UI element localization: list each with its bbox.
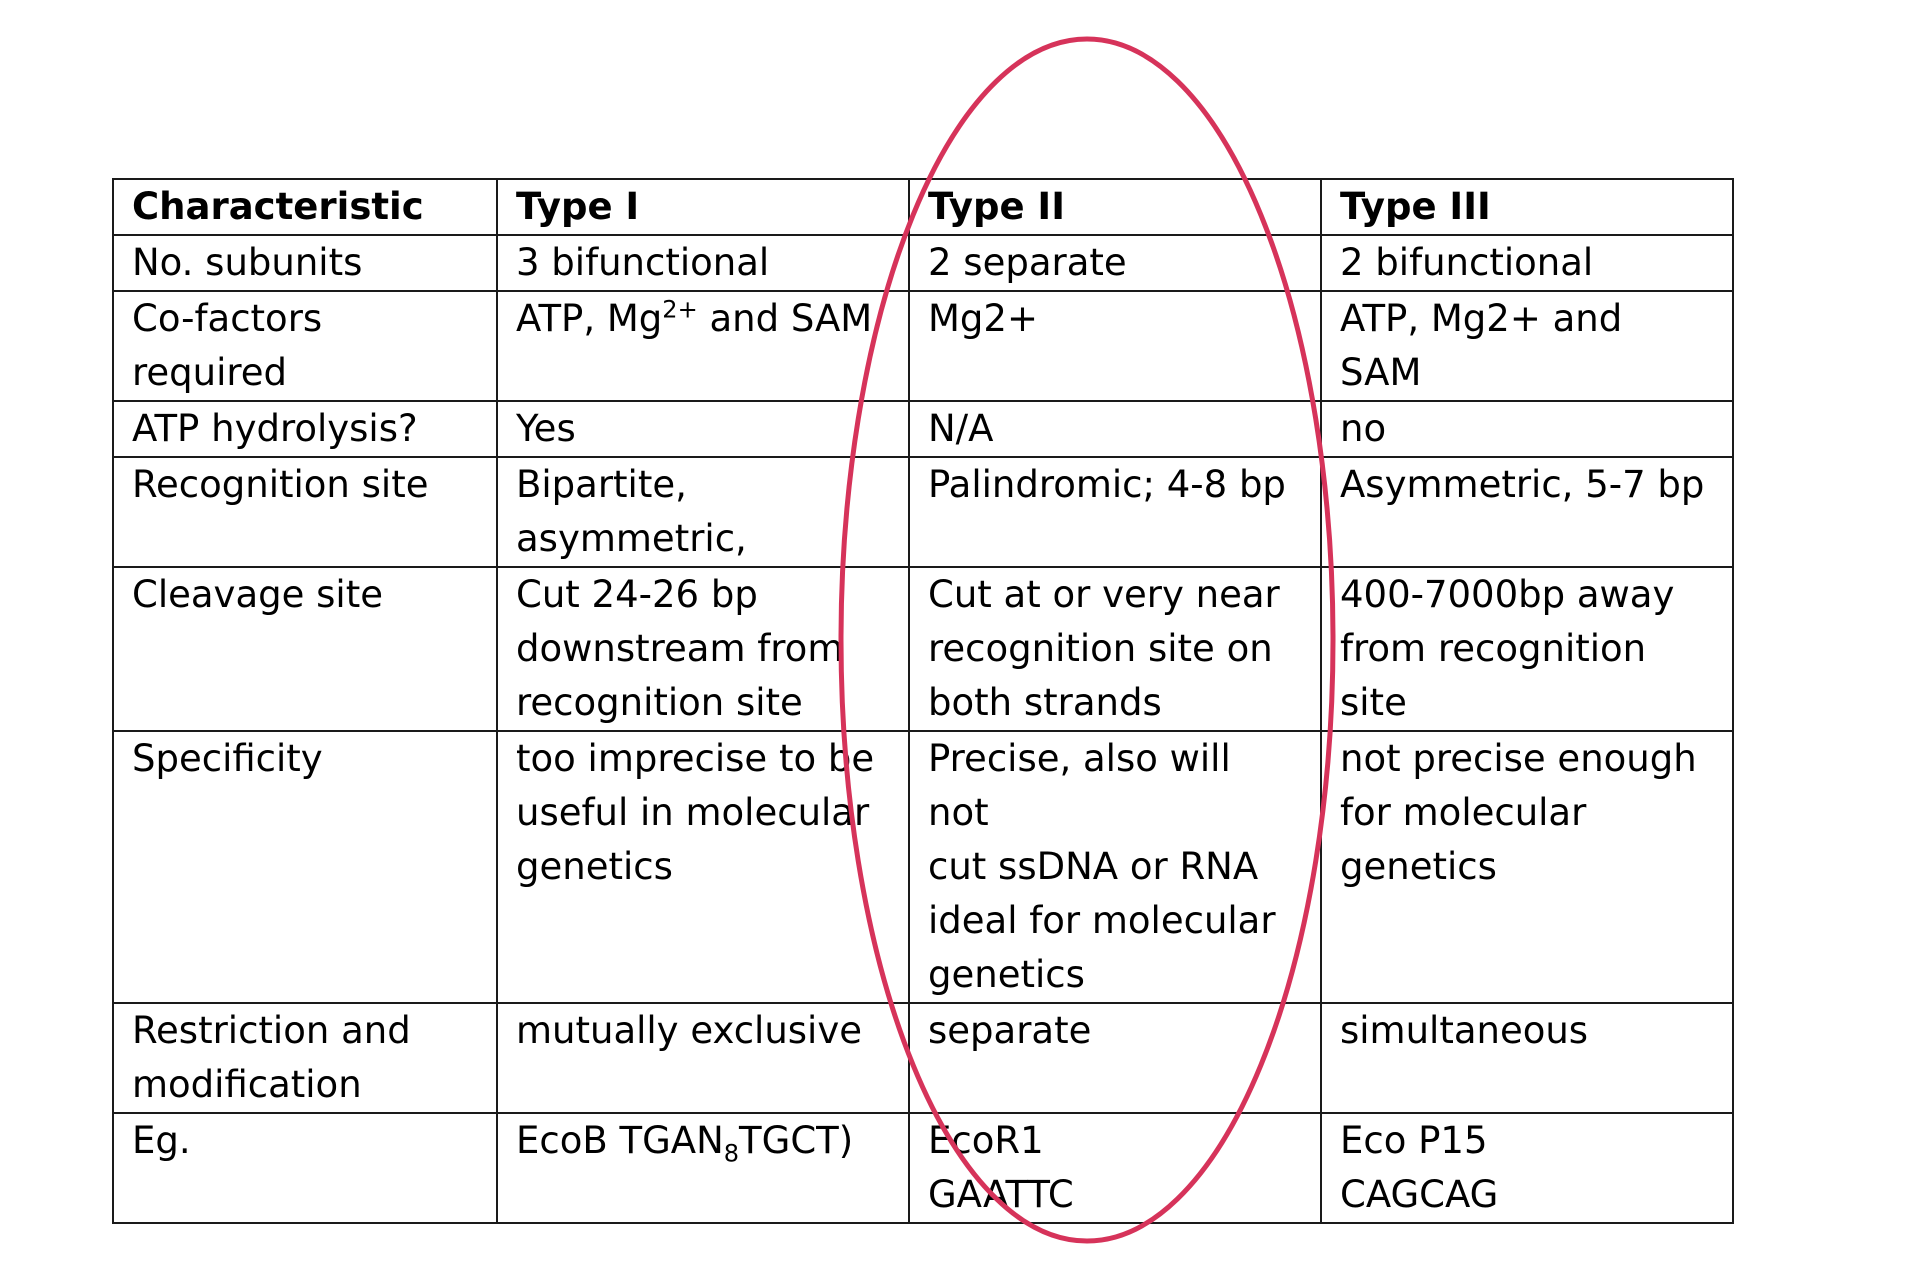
cell-type-i: ATP, Mg2+ and SAM [496,290,910,402]
table-row-cofactors: Co-factors required ATP, Mg2+ and SAM Mg… [112,290,1734,402]
cell-type-i: Cut 24-26 bp downstream from recognition… [496,566,910,732]
table-row-examples: Eg. EcoB TGAN8TGCT) EcoR1 GAATTC Eco P15… [112,1112,1734,1224]
table-row-subunits: No. subunits 3 bifunctional 2 separate 2… [112,234,1734,292]
example-text-suffix: TGCT) [739,1119,854,1162]
mg-charge-superscript: 2+ [662,295,698,324]
cell-type-i: Yes [496,400,910,458]
cell-type-iii: simultaneous [1320,1002,1734,1114]
cell-type-i: 3 bifunctional [496,234,910,292]
cell-type-i: EcoB TGAN8TGCT) [496,1112,910,1224]
cell-type-ii: separate [908,1002,1322,1114]
cell-type-iii: ATP, Mg2+ and SAM [1320,290,1734,402]
table-row-restriction-modification: Restriction and modification mutually ex… [112,1002,1734,1114]
header-type-ii: Type II [908,178,1322,236]
table-header-row: Characteristic Type I Type II Type III [112,178,1734,236]
header-characteristic: Characteristic [112,178,498,236]
row-label: Restriction and modification [112,1002,498,1114]
example-text: EcoB TGAN [516,1119,724,1162]
table-row-atp-hydrolysis: ATP hydrolysis? Yes N/A no [112,400,1734,458]
cell-type-i: too imprecise to be useful in molecular … [496,730,910,1004]
row-label: Cleavage site [112,566,498,732]
cell-type-ii: Precise, also will not cut ssDNA or RNA … [908,730,1322,1004]
cofactor-text-suffix: and SAM [697,297,873,340]
table-row-cleavage-site: Cleavage site Cut 24-26 bp downstream fr… [112,566,1734,732]
header-type-i: Type I [496,178,910,236]
cell-type-ii: EcoR1 GAATTC [908,1112,1322,1224]
cell-type-iii: 2 bifunctional [1320,234,1734,292]
cell-type-iii: Asymmetric, 5-7 bp [1320,456,1734,568]
restriction-enzyme-comparison-table: Characteristic Type I Type II Type III N… [112,178,1734,1224]
cell-type-iii: not precise enough for molecular genetic… [1320,730,1734,1004]
row-label: ATP hydrolysis? [112,400,498,458]
row-label: No. subunits [112,234,498,292]
n-count-subscript: 8 [723,1139,740,1168]
cell-type-iii: 400-7000bp away from recognition site [1320,566,1734,732]
header-type-iii: Type III [1320,178,1734,236]
row-label: Co-factors required [112,290,498,402]
cell-type-ii: Palindromic; 4-8 bp [908,456,1322,568]
cell-type-ii: Cut at or very near recognition site on … [908,566,1322,732]
cofactor-text: ATP, Mg [516,297,663,340]
cell-type-ii: N/A [908,400,1322,458]
cell-type-iii: no [1320,400,1734,458]
cell-type-ii: 2 separate [908,234,1322,292]
table-row-recognition-site: Recognition site Bipartite, asymmetric, … [112,456,1734,568]
row-label: Eg. [112,1112,498,1224]
row-label: Specificity [112,730,498,1004]
cell-type-i: mutually exclusive [496,1002,910,1114]
cell-type-ii: Mg2+ [908,290,1322,402]
row-label: Recognition site [112,456,498,568]
cell-type-iii: Eco P15 CAGCAG [1320,1112,1734,1224]
table-row-specificity: Specificity too imprecise to be useful i… [112,730,1734,1004]
cell-type-i: Bipartite, asymmetric, [496,456,910,568]
